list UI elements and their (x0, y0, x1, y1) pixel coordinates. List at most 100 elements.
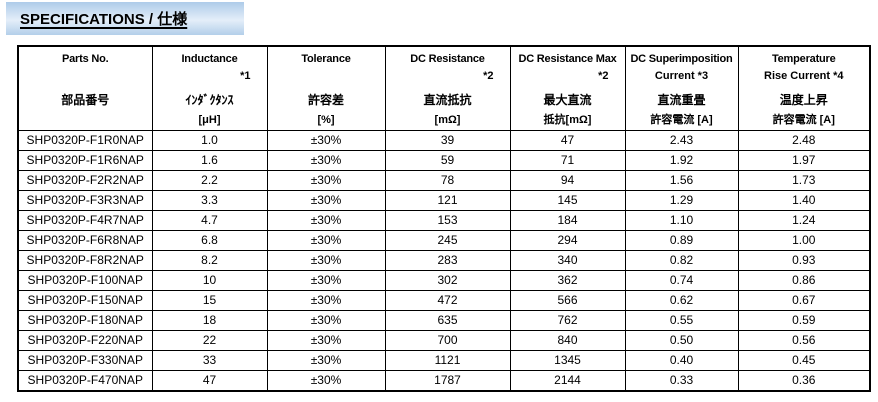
header-japanese-label: 許容差 (307, 93, 344, 107)
table-row: SHP0320P-F1R0NAP 1.0 ±30% 39 47 2.43 2.48 (17, 130, 871, 151)
value-cell: 0.62 (624, 290, 739, 311)
header-unit-label: 抵抗[mΩ] (543, 114, 592, 126)
value-cell: 1.40 (737, 190, 871, 211)
parts-no-cell: SHP0320P-F1R6NAP (17, 150, 153, 171)
header-note-marker: *1 (240, 70, 251, 82)
value-cell: 145 (509, 190, 626, 211)
header-english-label: DC Superimposition (630, 53, 733, 65)
table-row: SHP0320P-F4R7NAP 4.7 ±30% 153 184 1.10 1.24 (17, 210, 871, 231)
value-cell: ±30% (266, 130, 386, 151)
value-cell: 0.67 (737, 290, 871, 311)
table-row: SHP0320P-F3R3NAP 3.3 ±30% 121 145 1.29 1.40 (17, 190, 871, 211)
table-row: SHP0320P-F470NAP 47 ±30% 1787 2144 0.33 0.36 (17, 370, 871, 392)
value-cell: 0.36 (737, 370, 871, 392)
value-cell: 0.50 (624, 330, 739, 351)
value-cell: 1.6 (151, 150, 268, 171)
column-header-3: DC Resistance *2 直流抵抗 [mΩ] (384, 45, 511, 131)
value-cell: 0.74 (624, 270, 739, 291)
value-cell: 283 (384, 250, 511, 271)
parts-no-cell: SHP0320P-F4R7NAP (17, 210, 153, 231)
value-cell: ±30% (266, 290, 386, 311)
value-cell: 0.89 (624, 230, 739, 251)
value-cell: 635 (384, 310, 511, 331)
table-row: SHP0320P-F2R2NAP 2.2 ±30% 78 94 1.56 1.73 (17, 170, 871, 191)
column-header-0: Parts No. 部品番号 (17, 45, 153, 131)
value-cell: 0.55 (624, 310, 739, 331)
section-title-banner: SPECIFICATIONS / 仕様 (6, 2, 244, 35)
header-english-label: Inductance (181, 53, 238, 65)
value-cell: 71 (509, 150, 626, 171)
value-cell: 0.59 (737, 310, 871, 331)
header-japanese-label: ｲﾝﾀﾞｸﾀﾝｽ (185, 93, 234, 107)
value-cell: 1.97 (737, 150, 871, 171)
header-note-marker (21, 68, 150, 85)
value-cell: 2.43 (624, 130, 739, 151)
section-title: SPECIFICATIONS / 仕様 (20, 11, 188, 28)
value-cell: 700 (384, 330, 511, 351)
header-japanese-label: 部品番号 (61, 93, 110, 107)
value-cell: ±30% (266, 230, 386, 251)
header-unit-label: [μH] (198, 114, 221, 126)
value-cell: ±30% (266, 150, 386, 171)
value-cell: ±30% (266, 370, 386, 392)
header-japanese-label: 直流重畳 (657, 93, 706, 107)
value-cell: 0.33 (624, 370, 739, 392)
value-cell: ±30% (266, 190, 386, 211)
header-english-label: DC Resistance Max (518, 53, 617, 65)
value-cell: 294 (509, 230, 626, 251)
value-cell: 472 (384, 290, 511, 311)
header-note-marker: Current *3 (654, 70, 709, 82)
table-row: SHP0320P-F6R8NAP 6.8 ±30% 245 294 0.89 1.00 (17, 230, 871, 251)
value-cell: 15 (151, 290, 268, 311)
value-cell: 2.48 (737, 130, 871, 151)
parts-no-cell: SHP0320P-F3R3NAP (17, 190, 153, 211)
value-cell: 78 (384, 170, 511, 191)
value-cell: 362 (509, 270, 626, 291)
header-row: Parts No. 部品番号 Inductance *1 ｲﾝﾀﾞｸﾀﾝｽ [μH] T… (17, 45, 871, 131)
value-cell: 121 (384, 190, 511, 211)
value-cell: 2144 (509, 370, 626, 392)
value-cell: 340 (509, 250, 626, 271)
header-unit-label: [mΩ] (434, 114, 461, 126)
parts-no-cell: SHP0320P-F150NAP (17, 290, 153, 311)
table-body: SHP0320P-F1R0NAP 1.0 ±30% 39 47 2.43 2.48 SHP03… (17, 130, 871, 392)
value-cell: 0.86 (737, 270, 871, 291)
header-note-marker: Rise Current *4 (764, 70, 844, 82)
value-cell: ±30% (266, 210, 386, 231)
value-cell: 59 (384, 150, 511, 171)
table-row: SHP0320P-F220NAP 22 ±30% 700 840 0.50 0.56 (17, 330, 871, 351)
value-cell: 302 (384, 270, 511, 291)
parts-no-cell: SHP0320P-F100NAP (17, 270, 153, 291)
table-row: SHP0320P-F330NAP 33 ±30% 1121 1345 0.40 0.45 (17, 350, 871, 371)
value-cell: ±30% (266, 270, 386, 291)
value-cell: 1.92 (624, 150, 739, 171)
value-cell: 1345 (509, 350, 626, 371)
parts-no-cell: SHP0320P-F2R2NAP (17, 170, 153, 191)
header-unit-label: 許容電流 [A] (772, 114, 835, 126)
value-cell: 22 (151, 330, 268, 351)
parts-no-cell: SHP0320P-F180NAP (17, 310, 153, 331)
value-cell: 566 (509, 290, 626, 311)
column-header-6: Temperature Rise Current *4 温度上昇 許容電流 [A] (737, 45, 871, 131)
value-cell: ±30% (266, 310, 386, 331)
value-cell: 184 (509, 210, 626, 231)
header-english-label: DC Resistance (410, 53, 485, 65)
value-cell: 1.0 (151, 130, 268, 151)
value-cell: 18 (151, 310, 268, 331)
parts-no-cell: SHP0320P-F6R8NAP (17, 230, 153, 251)
value-cell: 245 (384, 230, 511, 251)
value-cell: 0.56 (737, 330, 871, 351)
parts-no-cell: SHP0320P-F330NAP (17, 350, 153, 371)
value-cell: 33 (151, 350, 268, 371)
value-cell: 153 (384, 210, 511, 231)
table-header: Parts No. 部品番号 Inductance *1 ｲﾝﾀﾞｸﾀﾝｽ [μH] T… (17, 45, 871, 131)
header-note-marker: *2 (483, 70, 494, 82)
header-japanese-label: 温度上昇 (779, 93, 828, 107)
header-japanese-label: 最大直流 (543, 93, 592, 107)
header-unit-label: 許容電流 [A] (650, 114, 713, 126)
value-cell: 47 (509, 130, 626, 151)
table-row: SHP0320P-F100NAP 10 ±30% 302 362 0.74 0.86 (17, 270, 871, 291)
parts-no-cell: SHP0320P-F470NAP (17, 370, 153, 392)
value-cell: 0.93 (737, 250, 871, 271)
value-cell: 1787 (384, 370, 511, 392)
